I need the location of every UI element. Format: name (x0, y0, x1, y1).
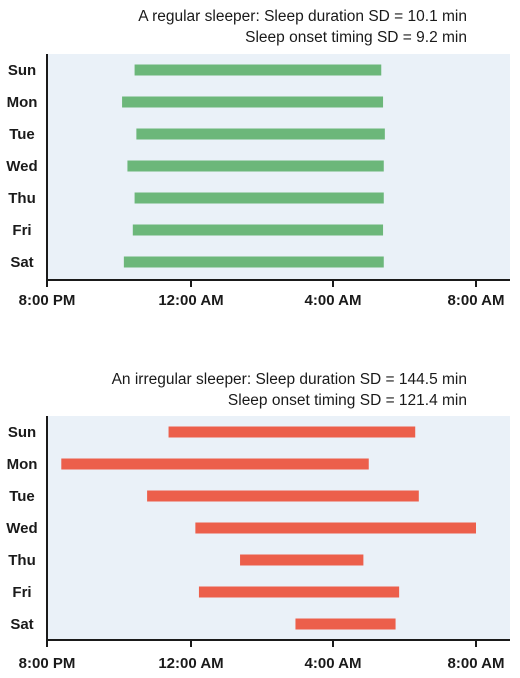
sleep-bar-wed (127, 160, 384, 172)
x-tick-label: 12:00 AM (158, 292, 223, 309)
sleep-bar-thu (134, 192, 384, 204)
irregular-sleeper-chart: An irregular sleeper: Sleep duration SD … (6, 371, 510, 672)
day-label-sat: Sat (10, 616, 33, 633)
x-tick-label: 8:00 PM (19, 655, 76, 672)
chart-title-line-1: A regular sleeper: Sleep duration SD = 1… (138, 8, 467, 25)
day-label-fri: Fri (12, 584, 31, 601)
x-tick-label: 12:00 AM (158, 655, 223, 672)
chart-title-line-2: Sleep onset timing SD = 9.2 min (245, 29, 467, 46)
day-label-thu: Thu (8, 552, 36, 569)
day-label-sat: Sat (10, 254, 33, 271)
sleep-bar-mon (122, 96, 384, 108)
day-label-wed: Wed (6, 158, 37, 175)
day-label-tue: Tue (9, 488, 35, 505)
x-tick-label: 8:00 PM (19, 292, 76, 309)
day-label-mon: Mon (7, 456, 38, 473)
sleep-bar-wed (195, 522, 477, 534)
sleep-bar-sat (123, 256, 384, 268)
x-tick-label: 4:00 AM (305, 292, 362, 309)
sleep-bar-tue (136, 128, 385, 140)
chart-title-line-2: Sleep onset timing SD = 121.4 min (228, 392, 467, 409)
sleep-bar-tue (147, 490, 419, 502)
sleep-bar-mon (61, 458, 369, 470)
sleep-bar-thu (240, 554, 364, 566)
x-tick-label: 8:00 AM (448, 292, 505, 309)
x-tick-label: 4:00 AM (305, 655, 362, 672)
sleep-bar-sun (134, 64, 382, 76)
day-label-tue: Tue (9, 126, 35, 143)
day-label-wed: Wed (6, 520, 37, 537)
sleep-bar-sat (295, 618, 396, 630)
day-label-mon: Mon (7, 94, 38, 111)
sleep-bar-sun (168, 426, 416, 438)
day-label-sun: Sun (8, 62, 36, 79)
sleep-bar-fri (132, 224, 384, 236)
regular-sleeper-chart: A regular sleeper: Sleep duration SD = 1… (6, 8, 510, 309)
sleep-bar-fri (198, 586, 400, 598)
day-label-fri: Fri (12, 222, 31, 239)
day-label-sun: Sun (8, 424, 36, 441)
day-label-thu: Thu (8, 190, 36, 207)
chart-title-line-1: An irregular sleeper: Sleep duration SD … (112, 371, 467, 388)
x-tick-label: 8:00 AM (448, 655, 505, 672)
